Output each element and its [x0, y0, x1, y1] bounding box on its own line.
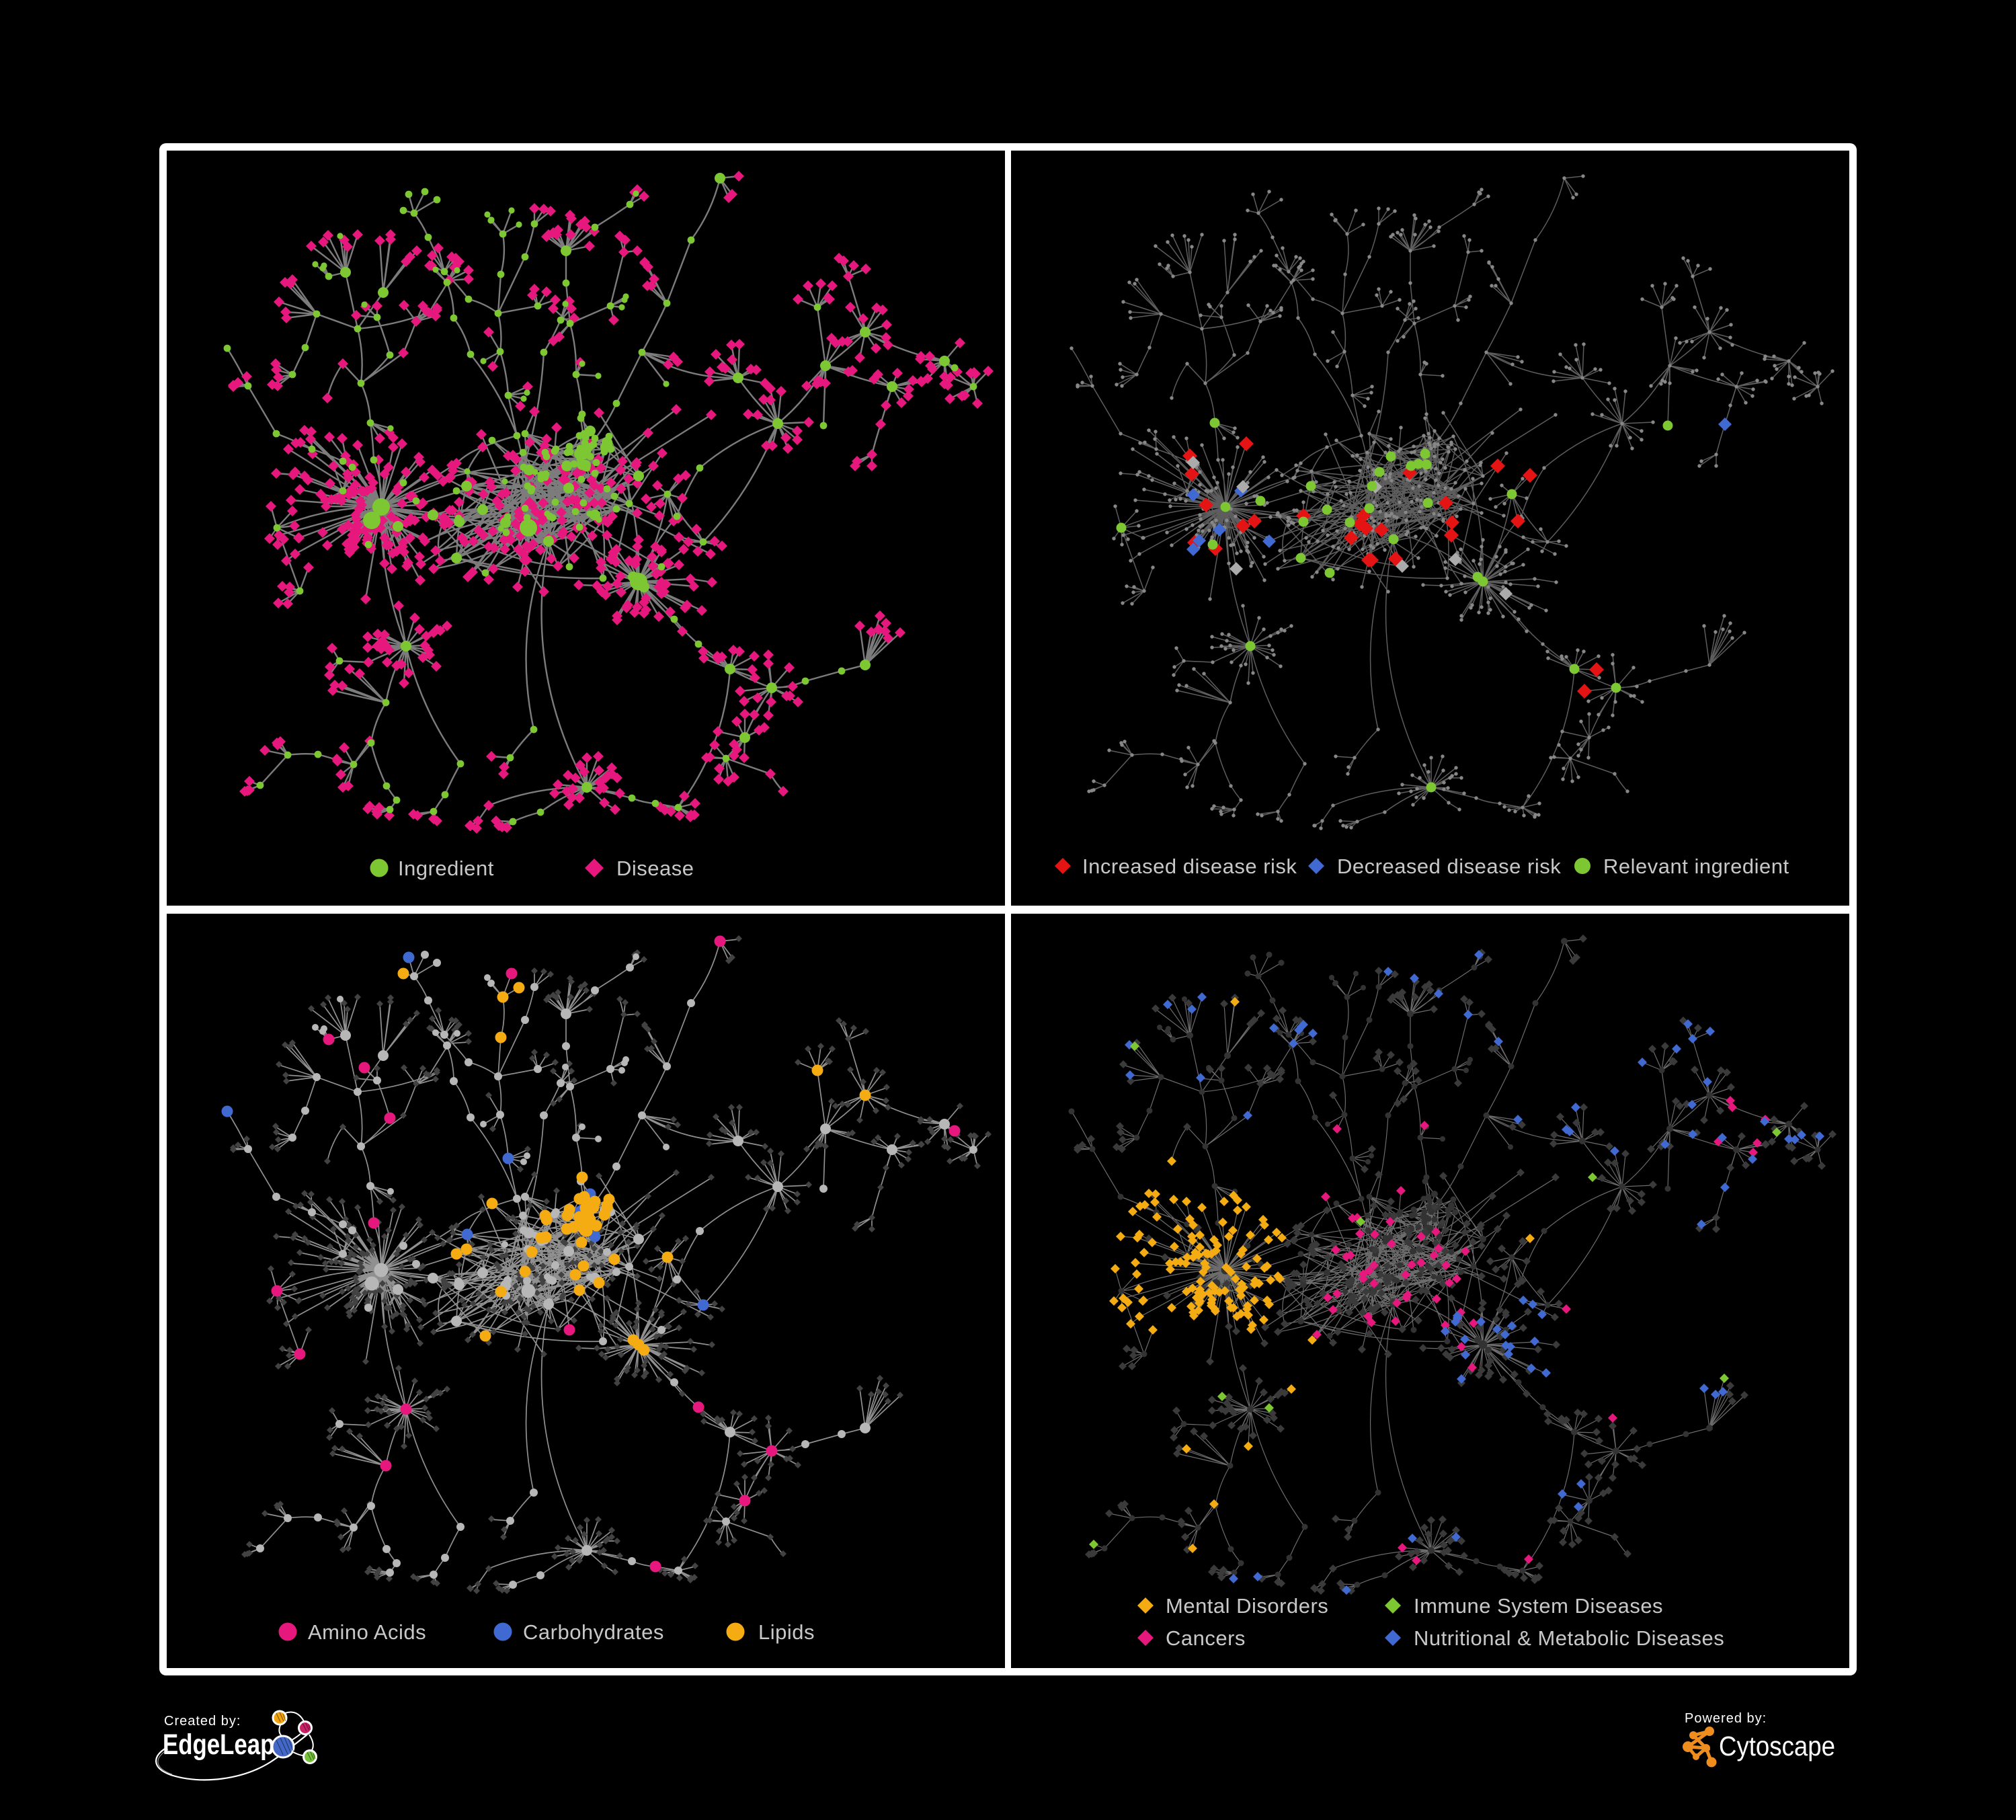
svg-text:Carbohydrates: Carbohydrates [523, 1620, 664, 1644]
svg-text:Relevant ingredient: Relevant ingredient [1603, 855, 1789, 878]
svg-text:Lipids: Lipids [758, 1620, 815, 1644]
svg-text:Nutritional & Metabolic Diseas: Nutritional & Metabolic Diseases [1414, 1626, 1724, 1650]
svg-text:Amino Acids: Amino Acids [308, 1620, 426, 1644]
svg-text:Disease: Disease [616, 857, 694, 880]
svg-text:Immune System Diseases: Immune System Diseases [1414, 1594, 1663, 1618]
svg-text:Cancers: Cancers [1166, 1626, 1246, 1650]
svg-text:Increased disease risk: Increased disease risk [1082, 855, 1297, 878]
svg-text:EdgeLeap: EdgeLeap [163, 1729, 274, 1761]
svg-text:Cytoscape: Cytoscape [1719, 1731, 1835, 1762]
svg-text:Ingredient: Ingredient [398, 857, 494, 880]
svg-text:Decreased disease risk: Decreased disease risk [1337, 855, 1561, 878]
svg-text:Mental Disorders: Mental Disorders [1166, 1594, 1328, 1618]
svg-text:Created by:: Created by: [164, 1714, 241, 1729]
svg-text:Powered by:: Powered by: [1685, 1711, 1767, 1726]
